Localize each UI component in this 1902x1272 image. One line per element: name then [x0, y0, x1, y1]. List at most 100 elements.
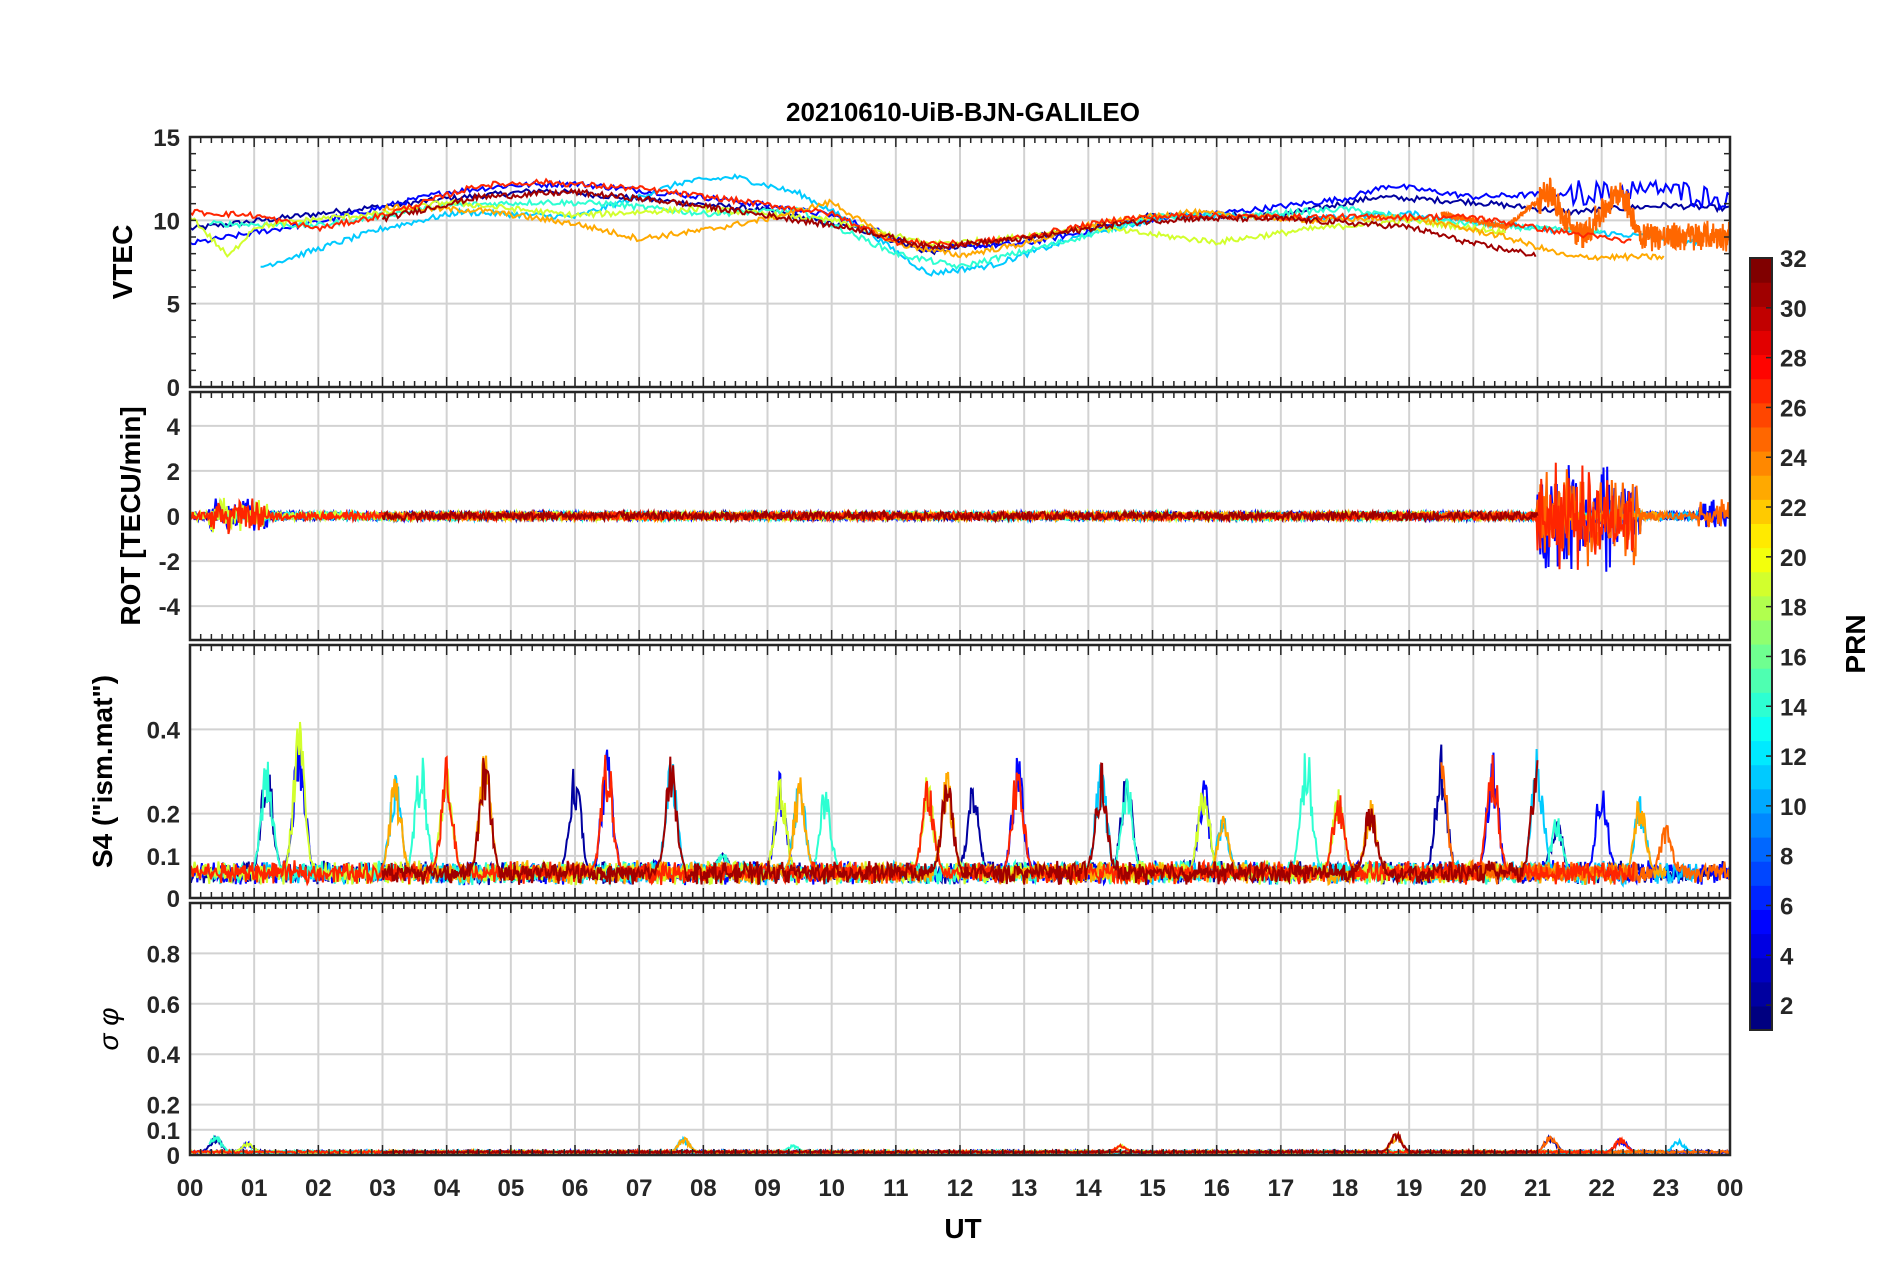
colorbar-segment — [1750, 668, 1772, 693]
series-group — [190, 721, 1730, 888]
y-axis-label: ROT [TECU/min] — [115, 406, 146, 625]
x-tick-label: 05 — [497, 1175, 524, 1202]
colorbar-segment — [1750, 426, 1772, 452]
colorbar-segment — [1750, 1005, 1772, 1031]
x-tick-label: 21 — [1524, 1175, 1551, 1202]
colorbar-tick-label: 20 — [1780, 545, 1807, 572]
y-axis-label: S4 ("ism.mat") — [87, 675, 118, 868]
colorbar-tick-label: 14 — [1780, 694, 1807, 721]
colorbar-box — [1749, 257, 1773, 1031]
colorbar-segment — [1750, 644, 1772, 669]
x-tick-label: 16 — [1203, 1175, 1230, 1202]
colorbar-segment — [1750, 475, 1772, 500]
series-line-prn-14 — [208, 197, 1603, 271]
x-tick-label: 08 — [690, 1175, 717, 1202]
x-tick-label: 02 — [305, 1175, 332, 1202]
colorbar-segment — [1750, 885, 1772, 910]
y-tick-label: 0.4 — [147, 717, 181, 744]
colorbar-segment — [1750, 547, 1772, 573]
colorbar-tick-label: 30 — [1780, 296, 1807, 323]
series-line-prn-31 — [381, 508, 1539, 524]
colorbar-tick-label: 22 — [1780, 495, 1807, 522]
colorbar-tick-label: 24 — [1780, 445, 1807, 472]
colorbar-segment — [1750, 957, 1772, 983]
colorbar-segment — [1750, 619, 1772, 645]
x-tick-label: 12 — [947, 1175, 974, 1202]
colorbar-segment — [1750, 716, 1772, 742]
colorbar-label: PRN — [1840, 614, 1871, 673]
colorbar-segment — [1750, 282, 1772, 307]
y-tick-label: 0 — [167, 375, 180, 402]
y-tick-label: 0.1 — [147, 1118, 180, 1145]
colorbar-segment — [1750, 764, 1772, 790]
colorbar-segment — [1750, 981, 1772, 1007]
series-line-prn-23 — [382, 198, 1665, 262]
x-tick-label: 19 — [1396, 1175, 1423, 1202]
x-tick-label: 20 — [1460, 1175, 1487, 1202]
colorbar-segment — [1750, 692, 1772, 717]
x-tick-label: 11 — [883, 1175, 908, 1202]
x-tick-label: 07 — [626, 1175, 653, 1202]
colorbar-segment — [1750, 402, 1772, 428]
colorbar-segment — [1750, 330, 1772, 356]
y-tick-label: 2 — [167, 459, 180, 486]
colorbar-tick-label: 18 — [1780, 595, 1807, 622]
colorbar-tick-label: 26 — [1780, 395, 1807, 422]
colorbar-tick-label: 4 — [1780, 943, 1794, 970]
colorbar-segment — [1750, 595, 1772, 621]
y-tick-label: 15 — [153, 125, 180, 152]
y-tick-label: 0.8 — [147, 941, 180, 968]
colorbar-segment — [1750, 788, 1772, 814]
x-axis: 00 01 02 03 04 05 06 07 08 09 10 11 12 13 14 15 16 17 18 19… — [177, 1175, 1744, 1202]
series-line-prn-25 — [1440, 177, 1730, 252]
x-tick-label: 18 — [1332, 1175, 1359, 1202]
x-tick-label: 09 — [754, 1175, 781, 1202]
x-tick-label: 14 — [1075, 1175, 1102, 1202]
colorbar-tick-label: 32 — [1780, 246, 1807, 273]
colorbar-tick-label: 28 — [1780, 346, 1807, 373]
colorbar-segment — [1750, 523, 1772, 549]
colorbar-segment — [1750, 861, 1772, 886]
y-tick-label: -4 — [159, 594, 181, 621]
x-tick-label: 01 — [241, 1175, 268, 1202]
panel-sigma: 00.10.2 0.4 0.6 0.8 σ φ — [93, 901, 1732, 1170]
panel-s4: 0 0.1 0.2 0.4 S4 ("ism.mat") — [87, 643, 1732, 913]
colorbar-segment — [1750, 258, 1772, 283]
x-tick-label: 23 — [1652, 1175, 1679, 1202]
colorbar-segment — [1750, 451, 1772, 476]
colorbar-segment — [1750, 499, 1772, 524]
colorbar-tick-label: 6 — [1780, 893, 1793, 920]
x-tick-label: 00 — [177, 1175, 204, 1202]
colorbar-segment — [1750, 378, 1772, 404]
x-tick-label: 06 — [562, 1175, 589, 1202]
series-line-prn-27 — [190, 177, 1632, 247]
y-tick-label: 5 — [167, 292, 180, 319]
y-tick-label: 0.1 — [147, 844, 180, 871]
y-tick-label: 0.4 — [147, 1042, 181, 1069]
series-group — [190, 462, 1730, 572]
series-group — [190, 173, 1730, 277]
y-tick-label: 0 — [167, 504, 180, 531]
y-axis-label: VTEC — [107, 225, 138, 300]
colorbar-tick-label: 8 — [1780, 844, 1793, 871]
x-tick-label: 15 — [1139, 1175, 1166, 1202]
colorbar-tick-label: 2 — [1780, 993, 1793, 1020]
series-line-prn-31 — [381, 187, 1537, 258]
colorbar-segment — [1750, 354, 1772, 380]
colorbar-segment — [1750, 306, 1772, 331]
panel-rot: -4 -2 0 2 4 ROT [TECU/min] — [115, 390, 1732, 642]
colorbar-tick-label: 10 — [1780, 794, 1807, 821]
y-tick-label: 10 — [153, 208, 180, 235]
y-tick-label: 0.2 — [147, 1093, 180, 1120]
y-axis-label: σ φ — [93, 1008, 124, 1051]
x-tick-label: 22 — [1588, 1175, 1615, 1202]
colorbar-segment — [1750, 933, 1772, 959]
x-axis-label: UT — [944, 1213, 981, 1244]
y-tick-label: 4 — [167, 414, 181, 441]
x-tick-label: 17 — [1267, 1175, 1294, 1202]
x-tick-label: 00 — [1717, 1175, 1744, 1202]
x-tick-label: 04 — [433, 1175, 460, 1202]
y-tick-label: -2 — [159, 549, 180, 576]
